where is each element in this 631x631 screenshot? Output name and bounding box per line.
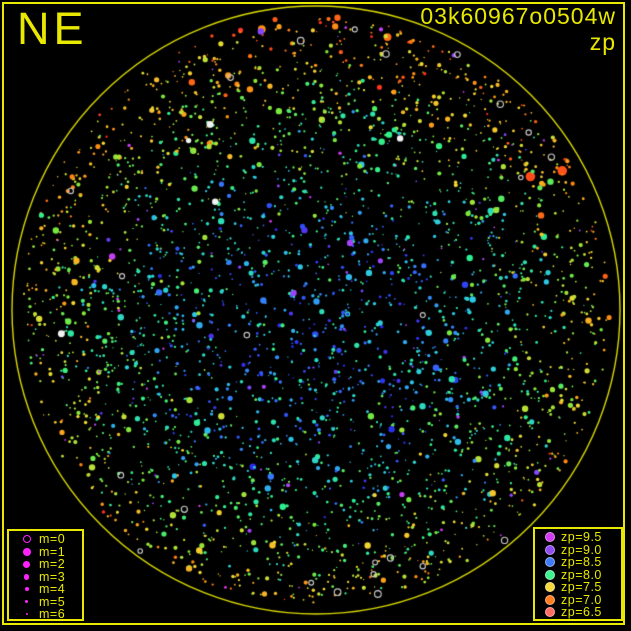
legend-row-zp: zp=7.0 bbox=[539, 592, 619, 607]
legend-label-zp: zp=6.5 bbox=[561, 605, 602, 619]
legend-label-m: m=4 bbox=[39, 582, 66, 596]
filled-circle-icon bbox=[23, 560, 30, 568]
legend-label-m: m=2 bbox=[39, 557, 66, 571]
filled-circle-icon bbox=[25, 613, 28, 616]
legend-label-zp: zp=8.0 bbox=[561, 567, 602, 582]
filled-circle-icon bbox=[23, 574, 30, 580]
legend-row-m: m=1 bbox=[14, 544, 80, 559]
legend-row-zp: zp=7.5 bbox=[539, 581, 619, 594]
legend-row-m: m=4 bbox=[14, 583, 80, 596]
filled-circle-icon bbox=[22, 547, 31, 556]
open-circle-icon bbox=[22, 535, 31, 544]
filled-circle-icon bbox=[545, 532, 555, 543]
filled-circle-icon bbox=[545, 594, 555, 605]
filled-circle-icon bbox=[545, 557, 555, 568]
plot-title: 03k60967o0504w bbox=[420, 3, 616, 29]
filled-circle-icon bbox=[25, 600, 28, 604]
zp-color-swatch-icon bbox=[539, 594, 561, 605]
legend-label-m: m=1 bbox=[39, 544, 66, 559]
legend-label-m: m=6 bbox=[39, 607, 66, 621]
magnitude-size-legend: m=0 m=1 m=2 m=3 m=4 m=5 m=6 bbox=[7, 529, 84, 621]
legend-row-m: m=3 bbox=[14, 569, 80, 584]
magnitude-marker-icon bbox=[14, 613, 39, 616]
legend-label-zp: zp=9.0 bbox=[561, 542, 602, 557]
legend-row-m: m=5 bbox=[14, 594, 80, 609]
legend-row-zp: zp=8.5 bbox=[539, 556, 619, 569]
legend-row-m: m=6 bbox=[14, 608, 80, 621]
magnitude-marker-icon bbox=[14, 587, 39, 592]
legend-label-m: m=5 bbox=[39, 594, 66, 609]
filled-circle-icon bbox=[545, 582, 555, 593]
legend-row-m: m=0 bbox=[14, 533, 80, 546]
filled-circle-icon bbox=[545, 544, 555, 555]
magnitude-marker-icon bbox=[14, 574, 39, 580]
legend-row-zp: zp=9.5 bbox=[539, 531, 619, 544]
zp-color-swatch-icon bbox=[539, 532, 561, 543]
filled-circle-icon bbox=[24, 587, 29, 592]
legend-row-m: m=2 bbox=[14, 558, 80, 571]
magnitude-marker-icon bbox=[14, 535, 39, 544]
zp-color-swatch-icon bbox=[539, 557, 561, 568]
filled-circle-icon bbox=[545, 607, 555, 618]
orientation-label: NE bbox=[17, 3, 88, 54]
legend-label-zp: zp=8.5 bbox=[561, 555, 602, 569]
legend-label-zp: zp=9.5 bbox=[561, 530, 602, 544]
filled-circle-icon bbox=[545, 569, 555, 580]
zp-color-swatch-icon bbox=[539, 607, 561, 618]
magnitude-marker-icon bbox=[14, 600, 39, 604]
legend-label-m: m=0 bbox=[39, 532, 66, 546]
zp-color-swatch-icon bbox=[539, 582, 561, 593]
magnitude-marker-icon bbox=[14, 547, 39, 556]
legend-row-zp: zp=8.0 bbox=[539, 567, 619, 582]
magnitude-marker-icon bbox=[14, 560, 39, 568]
colorscale-label: zp bbox=[589, 29, 616, 55]
zp-color-swatch-icon bbox=[539, 569, 561, 580]
legend-row-zp: zp=9.0 bbox=[539, 542, 619, 557]
zeropoint-color-legend: zp=9.5 zp=9.0 zp=8.5 zp=8.0 zp=7.5 zp=7.0 zp=6… bbox=[533, 527, 623, 621]
legend-label-zp: zp=7.5 bbox=[561, 580, 602, 594]
legend-label-zp: zp=7.0 bbox=[561, 592, 602, 607]
legend-row-zp: zp=6.5 bbox=[539, 606, 619, 619]
legend-label-m: m=3 bbox=[39, 569, 66, 584]
zp-color-swatch-icon bbox=[539, 544, 561, 555]
